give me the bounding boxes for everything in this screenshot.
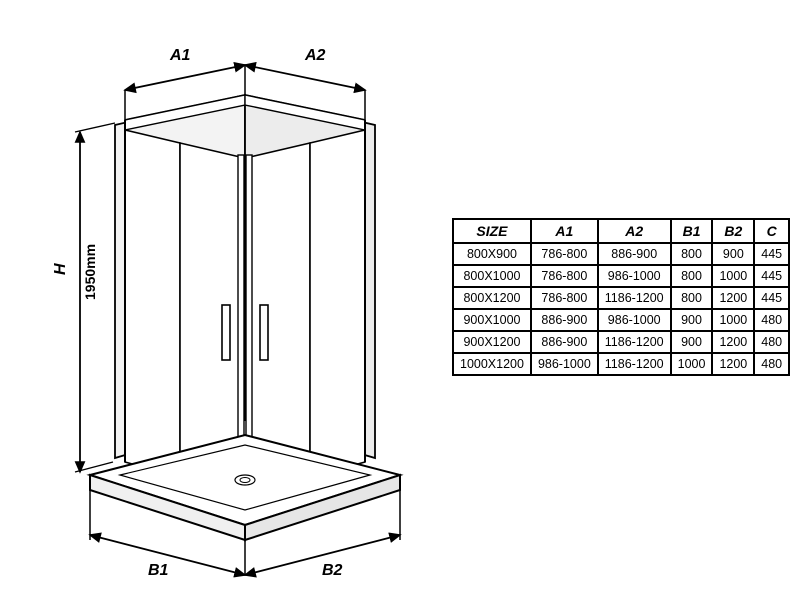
table-cell: 886-900 [531, 309, 598, 331]
table-cell: 800X1200 [453, 287, 531, 309]
table-cell: 986-1000 [598, 265, 671, 287]
table-row: 800X1000786-800986-10008001000445 [453, 265, 789, 287]
table-row: 900X1000886-900986-10009001000480 [453, 309, 789, 331]
table-cell: 900X1000 [453, 309, 531, 331]
table-cell: 886-900 [531, 331, 598, 353]
table-cell: 986-1000 [598, 309, 671, 331]
col-header: C [754, 219, 789, 243]
table-cell: 800X1000 [453, 265, 531, 287]
table-cell: 480 [754, 331, 789, 353]
table-cell: 1186-1200 [598, 353, 671, 375]
table-row: 800X900786-800886-900800900445 [453, 243, 789, 265]
table-cell: 480 [754, 353, 789, 375]
dimensions-table: SIZEA1A2B1B2C 800X900786-800886-90080090… [452, 218, 790, 376]
table-cell: 1000 [712, 265, 754, 287]
table-row: 1000X1200986-10001186-120010001200480 [453, 353, 789, 375]
table-cell: 445 [754, 287, 789, 309]
label-h: H [52, 263, 69, 275]
table-cell: 1200 [712, 353, 754, 375]
table-row: 900X1200886-9001186-12009001200480 [453, 331, 789, 353]
table-cell: 1186-1200 [598, 287, 671, 309]
col-header: A2 [598, 219, 671, 243]
table-cell: 900 [671, 309, 713, 331]
table-cell: 900 [671, 331, 713, 353]
table-cell: 1000 [671, 353, 713, 375]
table-cell: 445 [754, 265, 789, 287]
size-table: SIZEA1A2B1B2C 800X900786-800886-90080090… [452, 218, 790, 376]
table-cell: 986-1000 [531, 353, 598, 375]
table-cell: 786-800 [531, 243, 598, 265]
label-height-value: 1950mm [82, 244, 98, 300]
table-cell: 480 [754, 309, 789, 331]
table-cell: 800X900 [453, 243, 531, 265]
table-cell: 1000X1200 [453, 353, 531, 375]
table-cell: 786-800 [531, 287, 598, 309]
table-cell: 1200 [712, 331, 754, 353]
table-cell: 800 [671, 265, 713, 287]
table-cell: 786-800 [531, 265, 598, 287]
table-cell: 900X1200 [453, 331, 531, 353]
col-header: SIZE [453, 219, 531, 243]
label-b1: B1 [148, 562, 169, 579]
table-cell: 886-900 [598, 243, 671, 265]
col-header: B2 [712, 219, 754, 243]
table-cell: 800 [671, 287, 713, 309]
table-cell: 1000 [712, 309, 754, 331]
table-cell: 800 [671, 243, 713, 265]
col-header: A1 [531, 219, 598, 243]
label-a2: A2 [304, 47, 326, 64]
table-row: 800X1200786-8001186-12008001200445 [453, 287, 789, 309]
table-cell: 1186-1200 [598, 331, 671, 353]
shower-enclosure-diagram: A1 A2 C B1 B2 H 1 [30, 20, 450, 585]
table-cell: 1200 [712, 287, 754, 309]
label-a1: A1 [169, 47, 191, 64]
label-b2: B2 [322, 562, 343, 579]
col-header: B1 [671, 219, 713, 243]
table-cell: 900 [712, 243, 754, 265]
table-cell: 445 [754, 243, 789, 265]
